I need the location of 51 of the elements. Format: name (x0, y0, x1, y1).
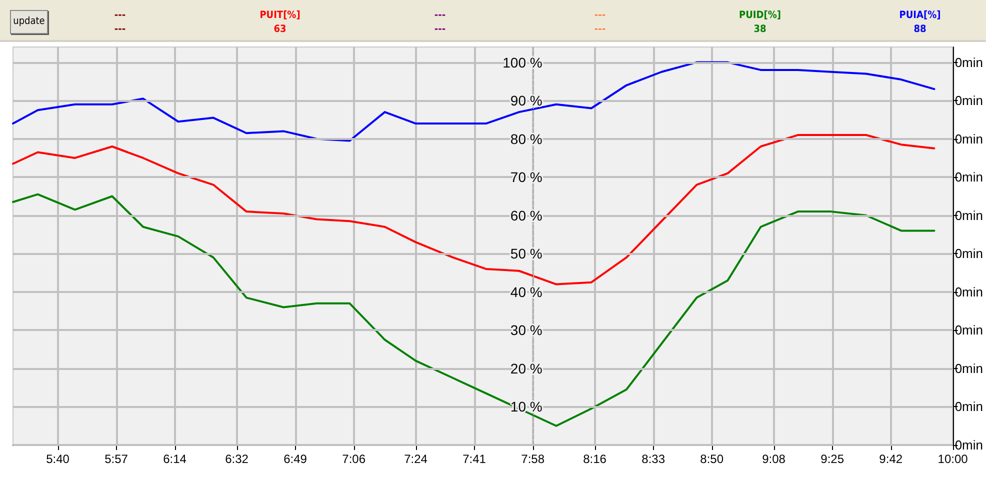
text: 63 (272, 23, 288, 37)
text: 0min (954, 438, 984, 452)
x-tick-label: 6:32 (225, 452, 249, 466)
line-series (12, 134, 936, 286)
x-tick-label: 7:24 (404, 452, 428, 466)
text: PUID[%] (738, 9, 782, 23)
text: --- (433, 23, 447, 37)
x-tick-label: 6:14 (163, 452, 187, 466)
x-tick-label: 9:25 (820, 452, 844, 466)
legend-label: --- (593, 9, 607, 23)
y-tick-label: 20 % (510, 360, 542, 376)
text: 0min (954, 54, 984, 70)
text: 0min (954, 322, 984, 338)
text: --- (593, 23, 607, 37)
text: 0min (954, 360, 984, 376)
y-tick-label: 30 % (510, 322, 542, 338)
text: 88 (912, 23, 928, 37)
update-button[interactable]: update (10, 10, 48, 34)
text: 0min (954, 131, 984, 146)
x-tick-label: 8:16 (583, 452, 607, 466)
legend-label: --- (433, 9, 447, 23)
text: 0min (954, 399, 984, 414)
x-tick-label: 9:08 (762, 452, 786, 466)
text: 0min (954, 284, 984, 300)
text: 0min (954, 246, 984, 262)
y-tick-label: 100 % (502, 54, 542, 70)
y-tick-label: 80 % (510, 130, 542, 147)
text: PUIT[%] (258, 9, 302, 23)
text: 0min (954, 170, 984, 185)
x-tick-label: 10:00 (938, 452, 968, 466)
line-series (12, 193, 936, 427)
y-tick-label: 70 % (510, 169, 542, 186)
x-tick-label: 6:49 (284, 452, 308, 466)
legend-label: --- (113, 9, 127, 23)
y-tick-label: 40 % (510, 284, 542, 300)
text: PUIA[%] (898, 9, 942, 23)
text: 0min (954, 93, 984, 108)
text: 0min (954, 208, 984, 223)
x-tick-label: 7:06 (342, 452, 366, 466)
x-tick-label: 5:40 (46, 452, 70, 466)
x-tick-label: 7:58 (521, 452, 545, 466)
x-tick-label: 8:33 (642, 452, 666, 466)
text: --- (113, 23, 127, 37)
y-tick-label: 50 % (510, 246, 542, 262)
y-tick-label: 90 % (510, 92, 542, 109)
x-tick-label: 8:50 (700, 452, 724, 466)
y-tick-label: 60 % (510, 207, 542, 224)
x-tick-label: 7:41 (462, 452, 486, 466)
x-tick-label: 9:42 (879, 452, 903, 466)
x-tick-label: 5:57 (104, 452, 128, 466)
text: 38 (752, 23, 768, 37)
